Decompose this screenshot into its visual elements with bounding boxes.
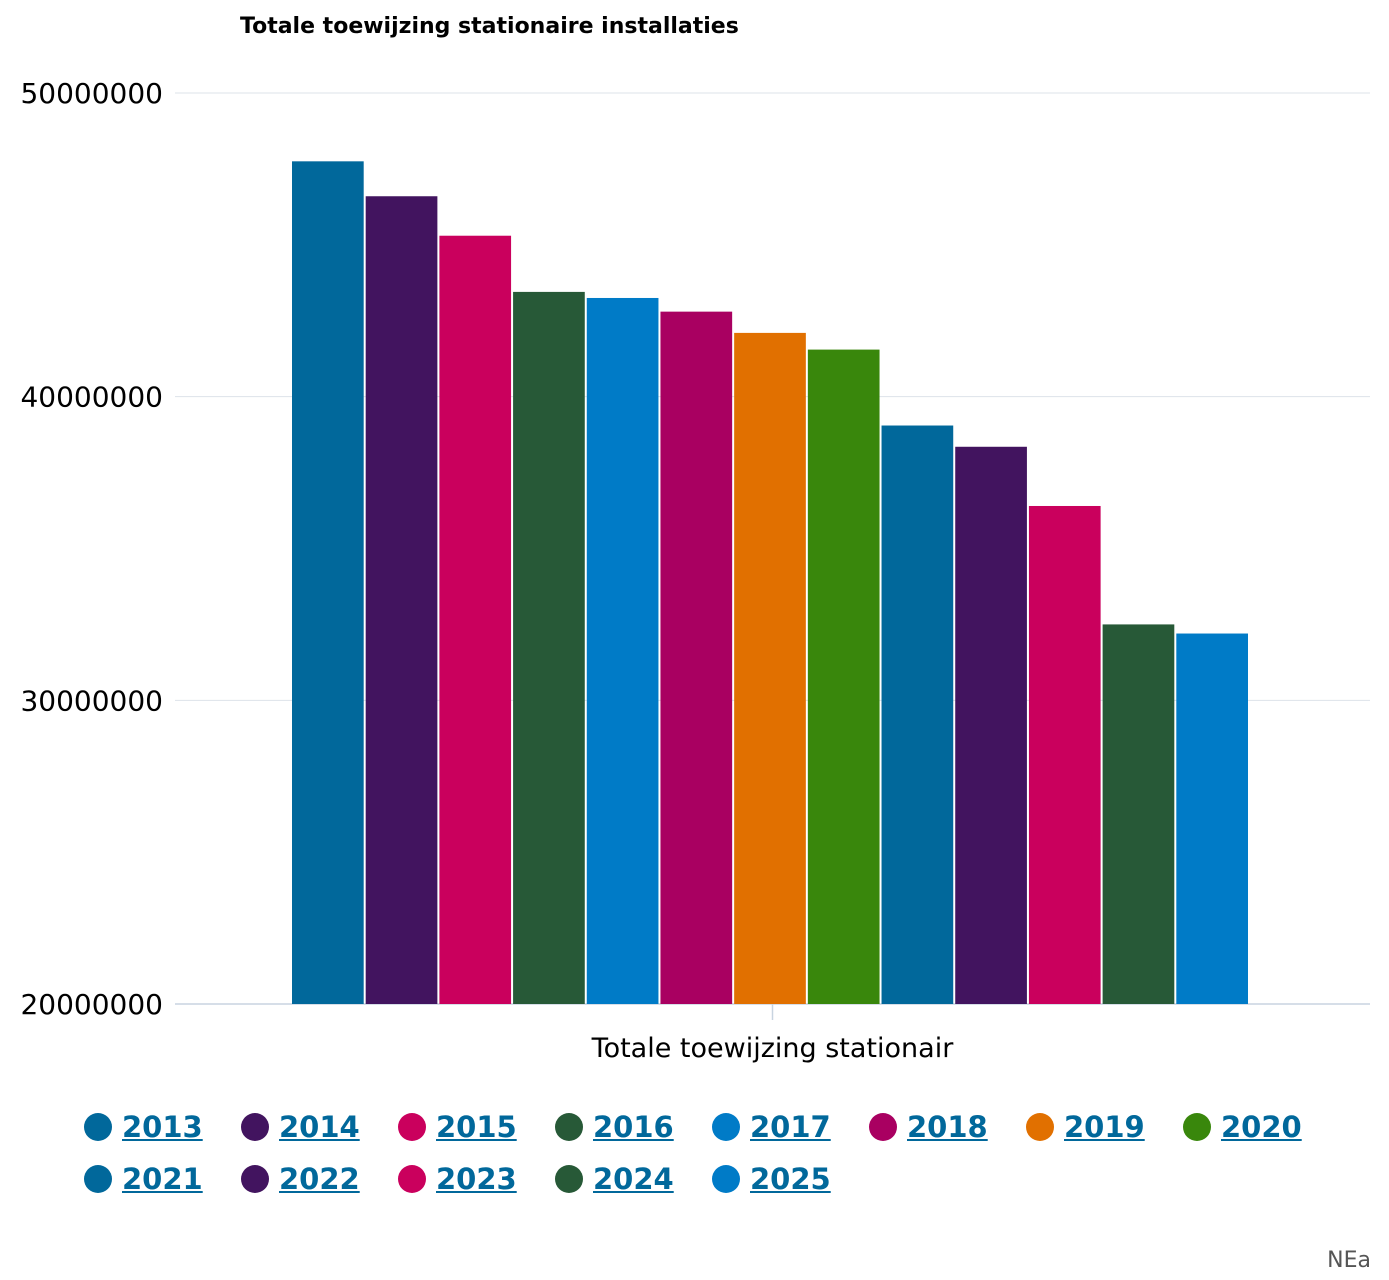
legend-label[interactable]: 2019 xyxy=(1064,1110,1145,1144)
bar-2022[interactable] xyxy=(955,446,1027,1004)
bar-2017[interactable] xyxy=(586,297,659,1005)
legend-swatch xyxy=(241,1165,269,1193)
source-label: NEa xyxy=(1327,1248,1371,1273)
bar-2019[interactable] xyxy=(734,332,806,1004)
legend-label[interactable]: 2014 xyxy=(279,1110,360,1144)
legend-swatch xyxy=(398,1113,426,1141)
x-tick-label: Totale toewijzing stationair xyxy=(591,1033,955,1064)
legend-item-2019[interactable]: 2019 xyxy=(1026,1110,1145,1144)
bars xyxy=(292,161,1248,1005)
legend-label[interactable]: 2025 xyxy=(750,1162,831,1196)
legend-label[interactable]: 2023 xyxy=(436,1162,517,1196)
legend-label[interactable]: 2015 xyxy=(436,1110,517,1144)
bar-2025[interactable] xyxy=(1176,633,1248,1004)
legend-item-2014[interactable]: 2014 xyxy=(241,1110,360,1144)
bar-chart: 20000000 30000000 40000000 50000000 Totale t… xyxy=(20,77,1370,1064)
chart-title: Totale toewijzing stationaire installati… xyxy=(240,14,739,39)
legend-swatch xyxy=(712,1165,740,1193)
bar-2021[interactable] xyxy=(881,425,954,1004)
legend-label[interactable]: 2018 xyxy=(907,1110,988,1144)
y-tick-label: 30000000 xyxy=(20,684,163,717)
legend-swatch xyxy=(555,1113,583,1141)
legend-label[interactable]: 2022 xyxy=(279,1162,360,1196)
legend-label[interactable]: 2016 xyxy=(593,1110,674,1144)
legend-swatch xyxy=(84,1113,112,1141)
bar-2020[interactable] xyxy=(807,349,880,1004)
bar-2024[interactable] xyxy=(1102,624,1175,1004)
legend-item-2024[interactable]: 2024 xyxy=(555,1162,674,1196)
bar-2015[interactable] xyxy=(439,235,512,1004)
legend-swatch xyxy=(1026,1113,1054,1141)
legend-label[interactable]: 2013 xyxy=(122,1110,203,1144)
legend-label[interactable]: 2024 xyxy=(593,1162,674,1196)
legend-item-2022[interactable]: 2022 xyxy=(241,1162,360,1196)
legend-item-2015[interactable]: 2015 xyxy=(398,1110,517,1144)
legend-item-2020[interactable]: 2020 xyxy=(1183,1110,1302,1144)
y-tick-label: 40000000 xyxy=(20,381,163,414)
legend-swatch xyxy=(1183,1113,1211,1141)
legend-item-2023[interactable]: 2023 xyxy=(398,1162,517,1196)
legend-label[interactable]: 2021 xyxy=(122,1162,203,1196)
legend-item-2025[interactable]: 2025 xyxy=(712,1162,831,1196)
legend-item-2016[interactable]: 2016 xyxy=(555,1110,674,1144)
legend-label[interactable]: 2017 xyxy=(750,1110,831,1144)
y-tick-label: 20000000 xyxy=(20,988,163,1021)
legend-swatch xyxy=(398,1165,426,1193)
bar-2023[interactable] xyxy=(1028,505,1101,1004)
bar-2013[interactable] xyxy=(292,161,364,1004)
legend-item-2013[interactable]: 2013 xyxy=(84,1110,203,1144)
bar-2014[interactable] xyxy=(365,196,438,1004)
legend-item-2021[interactable]: 2021 xyxy=(84,1162,203,1196)
legend-swatch xyxy=(241,1113,269,1141)
legend-swatch xyxy=(869,1113,897,1141)
axes: 20000000 30000000 40000000 50000000 Totale t… xyxy=(20,77,954,1064)
y-tick-label: 50000000 xyxy=(20,77,163,110)
legend-item-2018[interactable]: 2018 xyxy=(869,1110,988,1144)
bar-2018[interactable] xyxy=(660,311,733,1004)
legend-swatch xyxy=(712,1113,740,1141)
bar-2016[interactable] xyxy=(513,291,585,1004)
legend-swatch xyxy=(84,1165,112,1193)
legend-swatch xyxy=(555,1165,583,1193)
legend-item-2017[interactable]: 2017 xyxy=(712,1110,831,1144)
legend-label[interactable]: 2020 xyxy=(1221,1110,1302,1144)
